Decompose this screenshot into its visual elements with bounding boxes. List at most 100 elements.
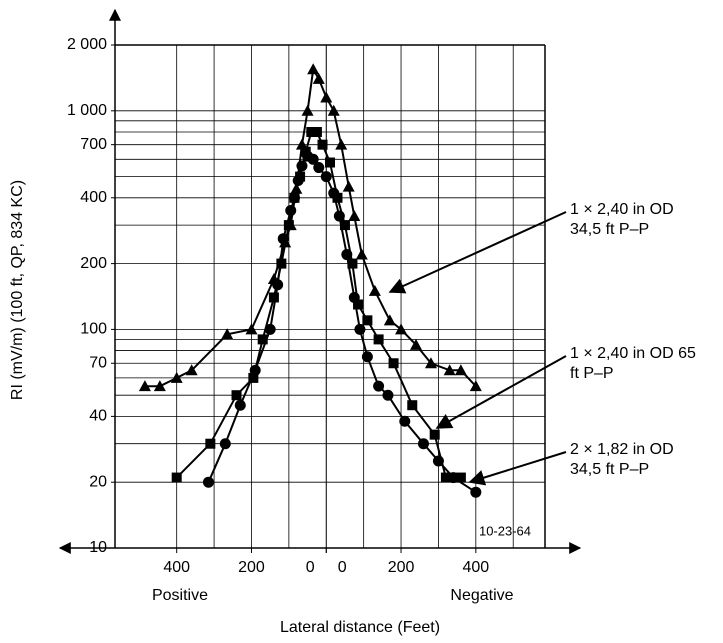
x-tick-label: 200: [388, 559, 415, 576]
marker: [153, 380, 166, 392]
marker: [312, 72, 325, 84]
marker: [307, 153, 319, 165]
x-tick-label: 0: [306, 559, 315, 576]
marker: [272, 279, 284, 291]
marker: [429, 429, 440, 440]
marker: [285, 204, 297, 216]
x-tick-label: 400: [163, 559, 190, 576]
marker: [342, 180, 355, 192]
marker: [268, 292, 279, 303]
marker: [245, 323, 258, 335]
legend-arrow: [468, 451, 567, 486]
legend-entry: 1 × 2,40 in OD 65 ft P–P: [570, 345, 696, 382]
marker: [328, 187, 340, 199]
marker: [313, 162, 325, 174]
marker: [320, 91, 333, 103]
series-line: [175, 131, 461, 479]
series-line: [207, 154, 477, 494]
marker: [383, 314, 396, 326]
marker: [276, 258, 287, 269]
legend-entry: 1 × 2,40 in OD 34,5 ft P–P: [570, 201, 674, 238]
marker: [248, 372, 259, 383]
marker: [264, 323, 276, 335]
marker: [257, 334, 268, 345]
side-label: Negative: [450, 587, 513, 604]
marker: [292, 174, 304, 186]
y-tick-label: 1 000: [67, 102, 107, 119]
marker: [277, 233, 289, 245]
marker: [407, 400, 418, 411]
marker: [361, 351, 373, 363]
marker: [353, 299, 364, 310]
marker: [170, 371, 183, 383]
y-tick-label: 700: [80, 136, 107, 153]
series-line: [144, 66, 477, 388]
marker: [317, 139, 328, 150]
marker: [301, 104, 314, 116]
marker: [469, 380, 482, 392]
marker: [333, 210, 345, 222]
marker: [348, 291, 360, 303]
y-tick-label: 200: [80, 255, 107, 272]
marker: [454, 364, 467, 376]
y-tick-label: 100: [80, 321, 107, 338]
marker: [424, 357, 437, 369]
marker: [335, 138, 348, 150]
y-tick-label: 70: [89, 354, 107, 371]
y-tick-label: 2 000: [67, 36, 107, 53]
marker: [373, 380, 385, 392]
marker: [440, 472, 451, 483]
stamp: 10-23-64: [479, 523, 531, 538]
marker: [325, 157, 335, 168]
marker: [362, 315, 373, 326]
marker: [368, 284, 381, 296]
marker: [311, 126, 322, 137]
marker: [296, 160, 308, 172]
marker: [432, 455, 444, 467]
y-tick-label: 40: [89, 408, 107, 425]
marker: [388, 358, 399, 369]
marker: [205, 438, 216, 449]
legend-arrow: [435, 355, 567, 429]
legend-arrow: [388, 211, 567, 294]
x-tick-label: 200: [238, 559, 265, 576]
marker: [320, 171, 332, 183]
y-tick-label: 400: [80, 189, 107, 206]
marker: [249, 364, 261, 376]
marker: [455, 472, 466, 483]
marker: [332, 192, 343, 203]
marker: [171, 472, 182, 483]
x-tick-label: 400: [462, 559, 489, 576]
marker: [347, 258, 358, 269]
marker: [234, 399, 246, 411]
marker: [138, 380, 151, 392]
marker: [355, 248, 368, 260]
marker: [231, 390, 242, 401]
marker: [410, 338, 422, 350]
marker: [327, 104, 340, 116]
marker: [382, 389, 394, 401]
marker: [306, 126, 317, 137]
x-axis-label: Lateral distance (Feet): [280, 619, 440, 636]
marker: [348, 210, 361, 222]
marker: [202, 476, 214, 488]
x-tick-label: 0: [338, 559, 347, 576]
marker: [373, 334, 384, 345]
y-axis-label: RI (mV/m) (100 ft, QP, 834 KC): [9, 180, 26, 400]
marker: [399, 415, 411, 427]
marker: [307, 63, 320, 75]
marker: [283, 220, 294, 231]
marker: [447, 472, 459, 484]
marker: [339, 220, 350, 231]
marker: [219, 438, 231, 450]
marker: [443, 364, 456, 376]
legend-entry: 2 × 1,82 in OD 34,5 ft P–P: [570, 441, 674, 478]
marker: [221, 328, 234, 340]
marker: [288, 192, 300, 204]
marker: [354, 323, 366, 335]
marker: [341, 249, 353, 261]
marker: [395, 323, 408, 335]
side-label: Positive: [152, 587, 208, 604]
